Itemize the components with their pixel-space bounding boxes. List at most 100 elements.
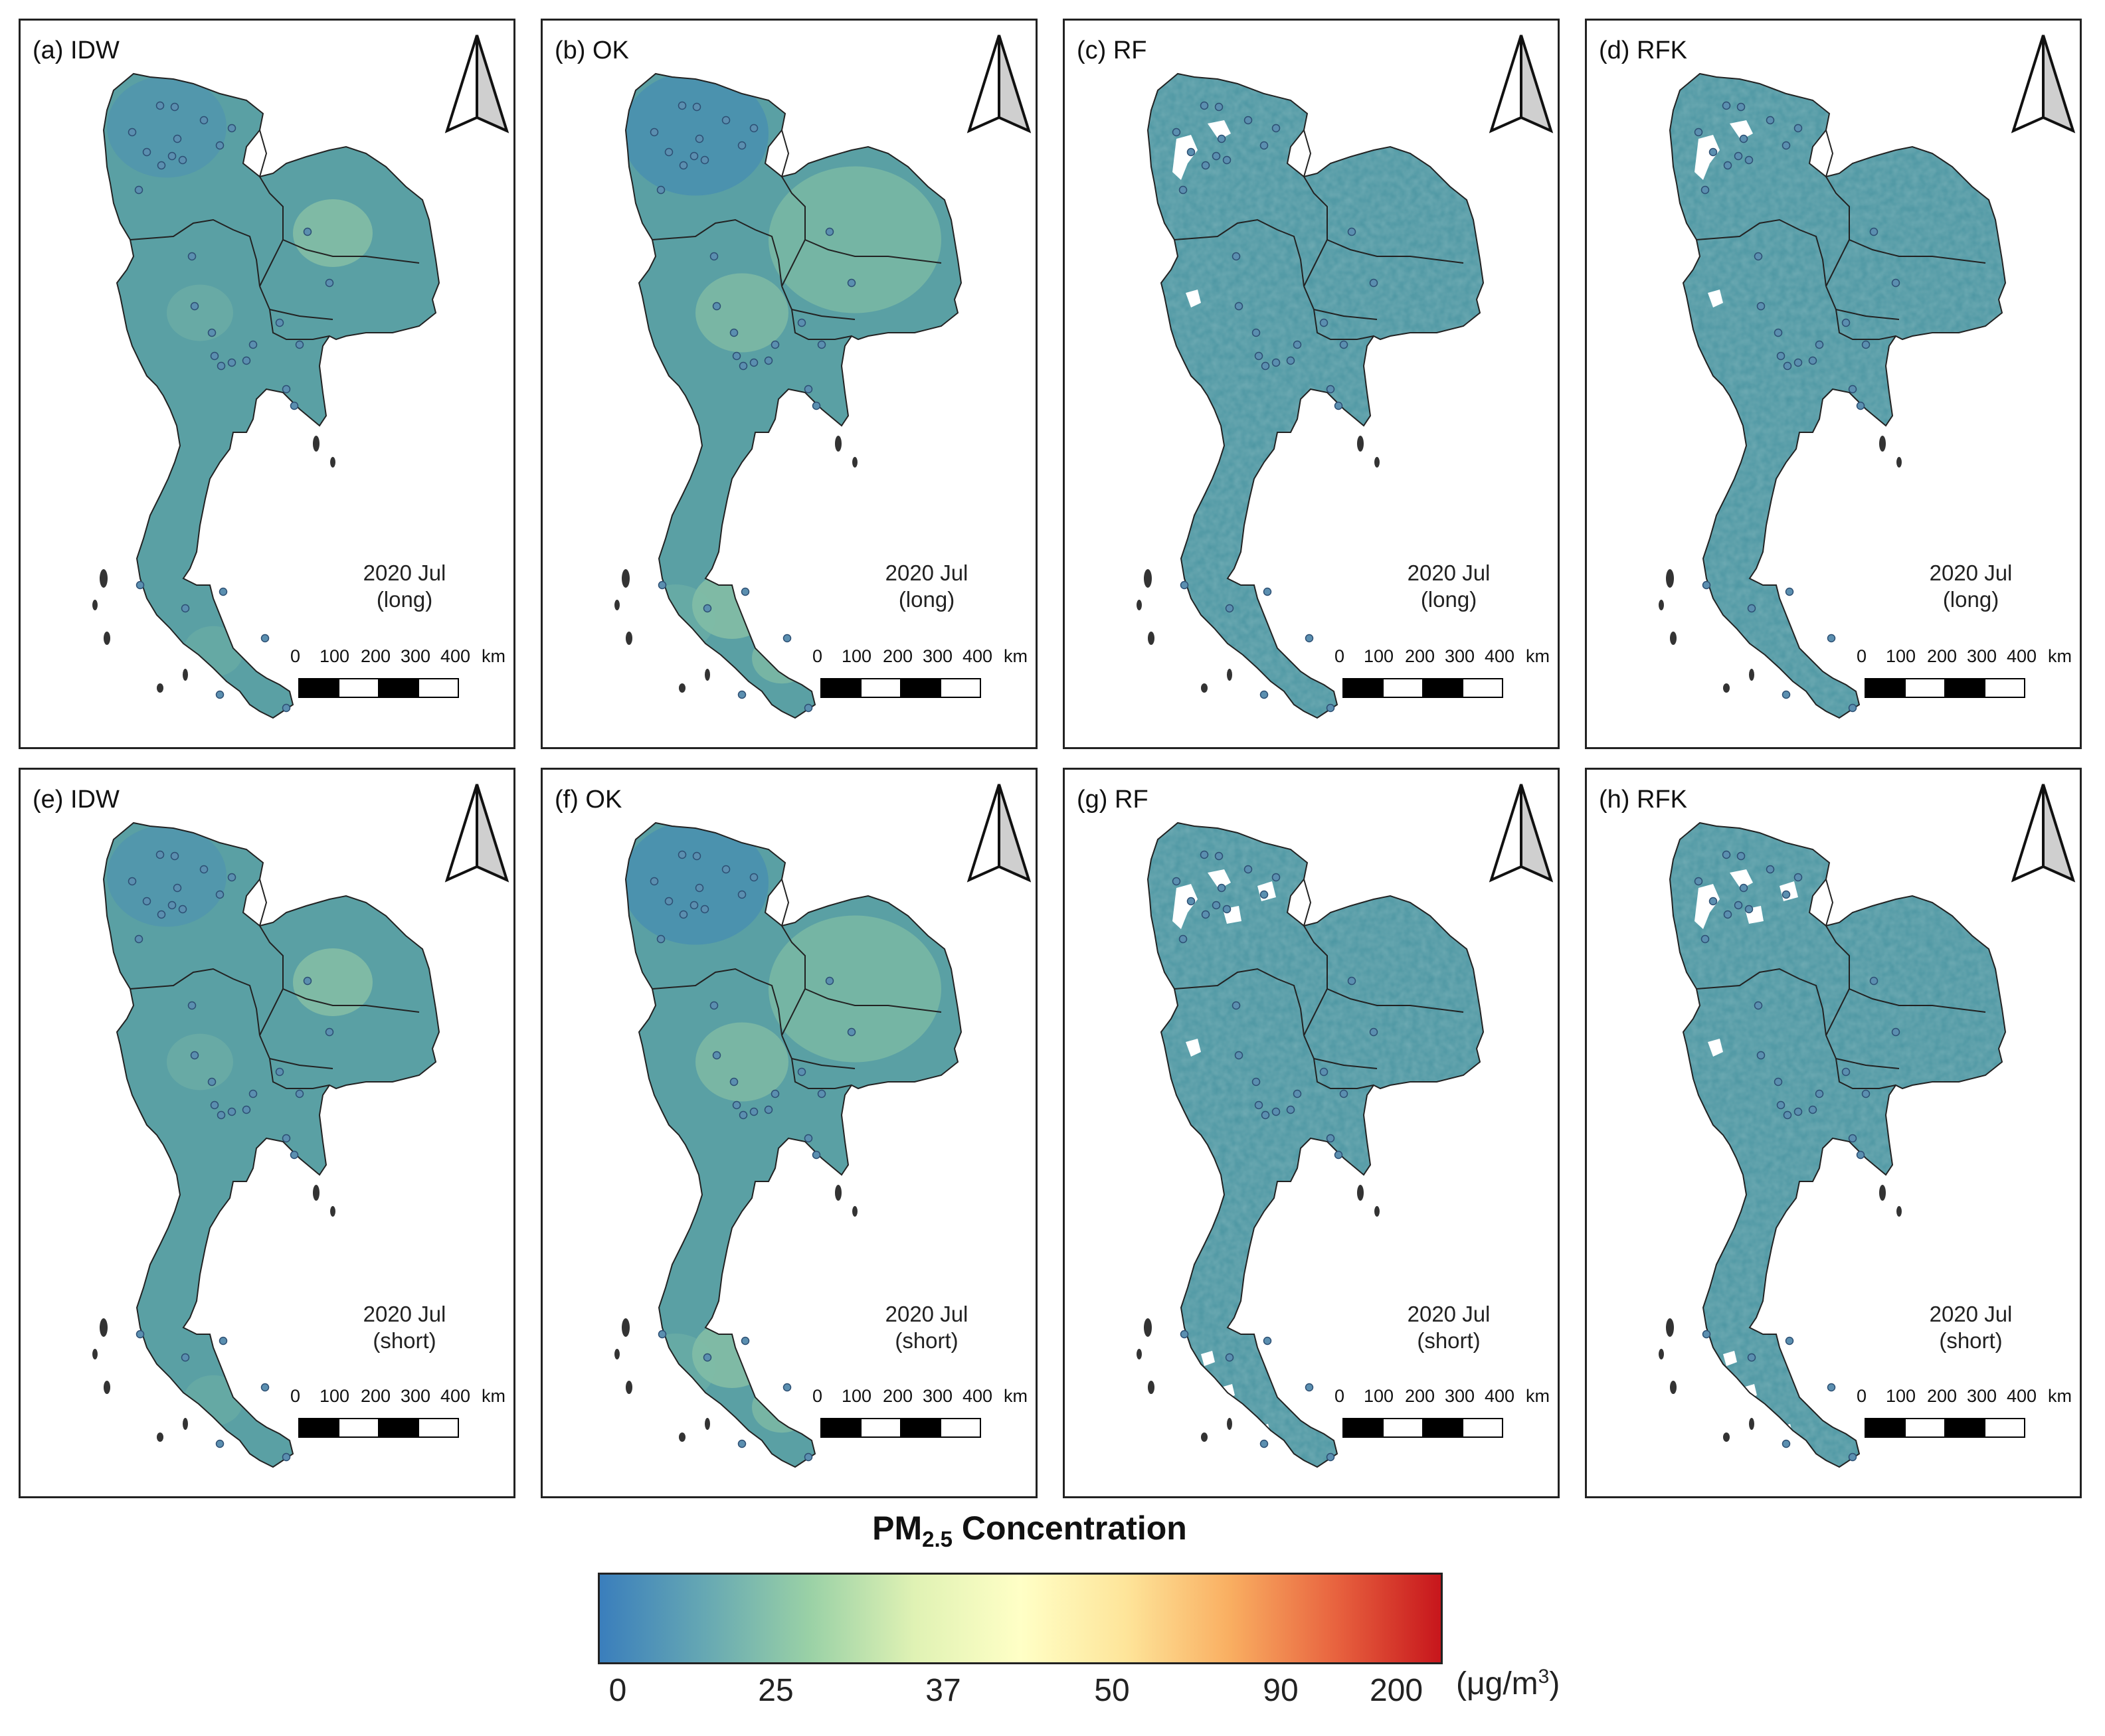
date-label: 2020 Jul (long) (331, 560, 478, 613)
monitoring-station (178, 905, 187, 914)
scale-bar (1865, 1418, 2025, 1438)
monitoring-station (1261, 361, 1270, 371)
scale-tick-label: 400 (440, 646, 471, 666)
monitoring-station (199, 116, 209, 125)
interpolation-gradient (695, 1022, 788, 1102)
monitoring-station (181, 604, 190, 613)
island (1148, 1381, 1154, 1394)
region-border (1327, 988, 1464, 1013)
date-text: 2020 Jul (363, 561, 446, 585)
colorbar-tick-label: 90 (1263, 1673, 1299, 1708)
monitoring-station (1214, 102, 1224, 112)
monitoring-station (1856, 401, 1865, 410)
island (1144, 569, 1152, 588)
monitoring-station (812, 1150, 821, 1160)
monitoring-station (248, 340, 258, 349)
island (1374, 1206, 1380, 1217)
monitoring-station (207, 1077, 217, 1086)
monitoring-station (227, 358, 236, 367)
scale-bar (298, 1418, 459, 1438)
monitoring-station (1793, 124, 1803, 133)
monitoring-station (689, 901, 699, 910)
island (157, 1432, 163, 1442)
monitoring-station (1700, 185, 1710, 195)
monitoring-station (275, 318, 284, 327)
island (1374, 457, 1380, 468)
missing-data-patch (1708, 290, 1723, 307)
country-outline (102, 822, 440, 1468)
monitoring-station (136, 1330, 145, 1339)
interpolation-gradient (769, 166, 941, 313)
scale-tick-label: 100 (320, 1386, 350, 1406)
monitoring-station (656, 934, 666, 944)
region-border (781, 286, 852, 340)
colorbar (598, 1573, 1443, 1664)
monitoring-station (692, 102, 701, 112)
scale-tick-label: 300 (401, 646, 431, 666)
region-border (258, 879, 284, 1036)
scale-tick-label: 100 (842, 646, 872, 666)
monitoring-station (700, 155, 709, 165)
monitoring-station (812, 401, 821, 410)
region-border (130, 968, 260, 1036)
map-panel: (h) RFK 2020 Jul (short) 0 100 200 300 400 km (1585, 768, 2082, 1498)
north-arrow-icon (966, 784, 1032, 883)
scale-tick-label: 200 (1405, 646, 1435, 666)
interpolation-gradient (752, 1381, 812, 1433)
north-arrow-icon (966, 35, 1032, 133)
missing-data-patch (1208, 869, 1231, 889)
island (679, 1432, 686, 1442)
monitoring-station (136, 580, 145, 590)
island (835, 1185, 842, 1201)
monitoring-station (1200, 101, 1209, 110)
island (1879, 1185, 1886, 1201)
island (1749, 669, 1754, 681)
region-border (1825, 286, 1896, 340)
monitoring-station (1793, 1107, 1803, 1116)
scale-tick-label: 400 (440, 1386, 471, 1406)
monitoring-station (741, 1336, 750, 1345)
monitoring-station (1261, 1110, 1270, 1120)
scale-tick-label: 100 (320, 646, 350, 666)
monitoring-station (1232, 252, 1241, 261)
monitoring-station (695, 134, 704, 143)
monitoring-station (282, 1134, 291, 1143)
region-border (1303, 286, 1374, 340)
missing-data-patch (1723, 1351, 1737, 1366)
island (1227, 1418, 1232, 1430)
monitoring-station (1869, 227, 1878, 236)
monitoring-station (1736, 102, 1746, 112)
monitoring-station (219, 1336, 228, 1345)
monitoring-station (1234, 1051, 1243, 1060)
monitoring-station (207, 328, 217, 337)
monitoring-station (1243, 865, 1253, 874)
monitoring-station (709, 252, 719, 261)
monitoring-station (1744, 155, 1754, 165)
monitoring-station (167, 151, 177, 161)
scale-unit: km (1004, 646, 1028, 666)
monitoring-station (1827, 634, 1836, 643)
region-border (781, 1035, 852, 1089)
monitoring-station (1841, 318, 1851, 327)
missing-data-patch (1708, 1039, 1723, 1057)
panel-label: (d) RFK (1599, 37, 1687, 64)
island (1227, 669, 1232, 681)
scale-unit: km (2048, 1386, 2072, 1406)
island (330, 457, 335, 468)
interpolation-gradient (107, 825, 227, 927)
island (705, 669, 710, 681)
monitoring-station (1326, 703, 1335, 713)
interpolation-gradient (769, 915, 941, 1063)
interpolation-gradient (107, 76, 227, 178)
missing-data-patch (1164, 1112, 1179, 1128)
thailand-map (92, 72, 440, 719)
monitoring-station (1334, 1150, 1343, 1160)
monitoring-station (1271, 873, 1281, 882)
monitoring-station (142, 147, 151, 157)
monitoring-station (1891, 278, 1900, 288)
monitoring-station (782, 1383, 792, 1392)
region-border (1303, 1035, 1374, 1089)
monitoring-station (1254, 351, 1263, 361)
monitoring-station (703, 604, 712, 613)
monitoring-station (1694, 877, 1703, 886)
